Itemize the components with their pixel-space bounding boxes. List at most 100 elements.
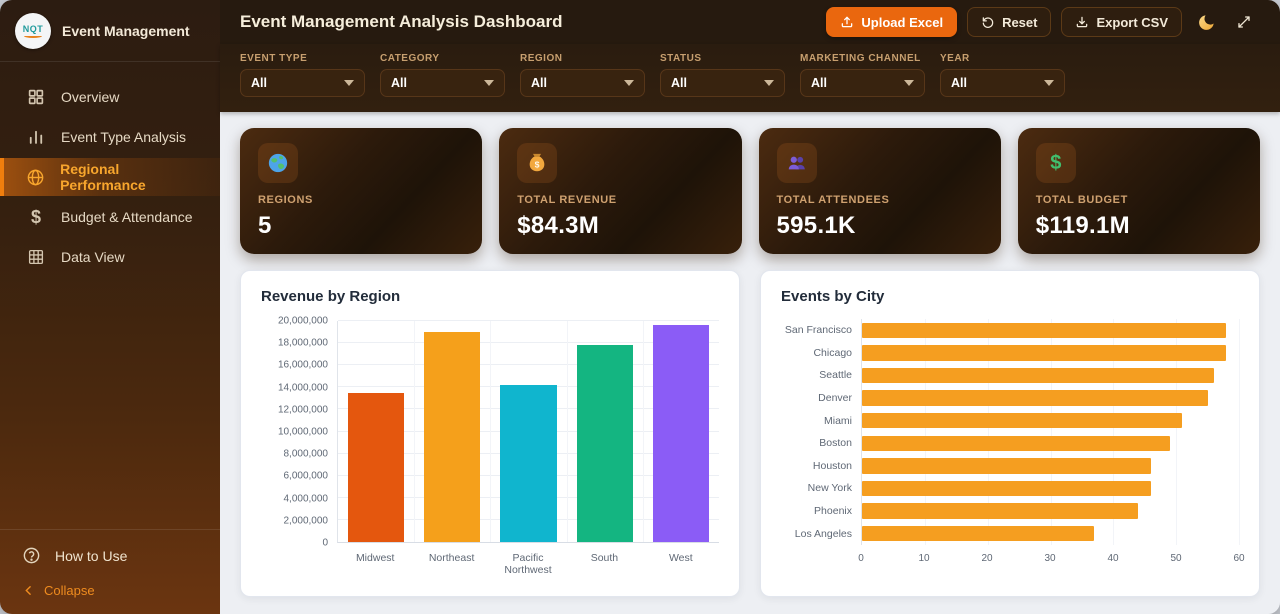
main-area: Event Management Analysis Dashboard Uplo… — [220, 0, 1280, 614]
sidebar-item-budget-attendance[interactable]: $ Budget & Attendance — [0, 198, 220, 236]
chevron-down-icon — [1044, 80, 1054, 86]
stat-card-total-attendees: TOTAL ATTENDEES 595.1K — [758, 128, 1001, 254]
filter-label: EVENT TYPE — [240, 53, 308, 64]
bar-row — [862, 455, 1239, 478]
expand-icon[interactable] — [1230, 8, 1258, 36]
y-axis-tick: 2,000,000 — [283, 515, 329, 527]
gridline — [1050, 319, 1052, 545]
bar-slot — [490, 321, 566, 542]
bar-row — [862, 432, 1239, 455]
bar-row — [862, 500, 1239, 523]
filter-label: REGION — [520, 53, 563, 64]
how-to-use-label: How to Use — [55, 547, 128, 564]
topbar: Event Management Analysis Dashboard Uplo… — [220, 0, 1280, 44]
filter-marketing-channel: MARKETING CHANNEL All — [800, 53, 925, 112]
upload-icon — [840, 15, 854, 29]
stat-card-regions: REGIONS 5 — [240, 128, 483, 254]
reset-button[interactable]: Reset — [967, 7, 1052, 37]
content-area: REGIONS 5 $ TOTAL REVENUE $84.3M TOTAL A… — [220, 112, 1280, 614]
year-select[interactable]: All — [940, 69, 1065, 97]
upload-excel-label: Upload Excel — [861, 14, 944, 30]
filter-label: STATUS — [660, 53, 702, 64]
y-axis-label: Boston — [819, 437, 852, 450]
revenue-by-region-chart: 0 2,000,000 4,000,000 6,000,000 8,000,000 10,… — [261, 316, 719, 576]
region-select[interactable]: All — [520, 69, 645, 97]
sidebar-item-label: Regional Performance — [60, 161, 146, 193]
help-icon — [22, 546, 41, 565]
x-axis-label: West — [668, 552, 693, 564]
gridline — [1239, 319, 1240, 545]
sidebar: NQT Event Management Overview Event Type… — [0, 0, 220, 614]
y-axis-tick: 0 — [322, 537, 328, 549]
stat-value: $119.1M — [1035, 212, 1130, 239]
sidebar-item-regional-performance[interactable]: Regional Performance — [0, 158, 220, 196]
sidebar-item-overview[interactable]: Overview — [0, 78, 220, 116]
stat-label: REGIONS — [258, 194, 313, 206]
city-chart-xaxis: 0 10 20 30 40 50 60 — [858, 545, 1244, 567]
moon-icon — [1198, 14, 1214, 30]
brand-logo: NQT — [15, 12, 51, 49]
export-csv-label: Export CSV — [1096, 14, 1168, 30]
people-icon — [776, 143, 817, 183]
brand-logo-text: NQT — [22, 23, 44, 34]
gridline — [642, 321, 644, 542]
region-value: All — [531, 76, 547, 90]
bar-slot — [414, 321, 490, 542]
stat-value: 5 — [258, 212, 272, 239]
sidebar-nav: Overview Event Type Analysis Regional Pe… — [0, 62, 220, 276]
collapse-button[interactable]: Collapse — [22, 583, 202, 598]
events-by-city-chart-card: Events by City San Francisco Chicago Seatt… — [760, 270, 1260, 597]
y-axis-label: Miami — [824, 414, 852, 427]
y-axis-label: Seattle — [819, 369, 852, 382]
bars-container — [862, 319, 1239, 545]
bar-san-francisco — [862, 322, 1227, 338]
filter-bar: EVENT TYPE All CATEGORY All REGION All — [220, 44, 1280, 112]
dollar-icon: $ — [30, 207, 41, 227]
stats-row: REGIONS 5 $ TOTAL REVENUE $84.3M TOTAL A… — [240, 128, 1260, 254]
sidebar-item-label: Overview — [61, 89, 120, 105]
status-select[interactable]: All — [660, 69, 785, 97]
gridline — [338, 342, 719, 344]
page-title: Event Management Analysis Dashboard — [240, 12, 563, 31]
upload-excel-button[interactable]: Upload Excel — [826, 7, 958, 37]
bar-row — [862, 522, 1239, 545]
stat-card-total-revenue: $ TOTAL REVENUE $84.3M — [499, 128, 742, 254]
x-axis-tick: 20 — [981, 553, 993, 564]
bar-denver — [862, 390, 1208, 406]
year-value: All — [951, 76, 967, 90]
bar-slot — [567, 321, 643, 542]
y-axis-label: Denver — [818, 392, 852, 405]
bar-phoenix — [862, 503, 1139, 519]
bar-south — [576, 344, 633, 542]
reset-label: Reset — [1002, 14, 1038, 30]
sidebar-item-label: Event Type Analysis — [61, 129, 187, 145]
sidebar-item-event-type-analysis[interactable]: Event Type Analysis — [0, 118, 220, 156]
theme-toggle-button[interactable] — [1192, 8, 1220, 36]
stat-card-total-budget: $ TOTAL BUDGET $119.1M — [1017, 128, 1260, 254]
filter-label: YEAR — [940, 53, 970, 64]
y-axis-label: New York — [807, 482, 852, 495]
city-chart-labels: San Francisco Chicago Seattle Denver Miami Bo… — [781, 319, 861, 545]
marketing-channel-select[interactable]: All — [800, 69, 925, 97]
gridline — [1176, 319, 1178, 545]
filter-label: CATEGORY — [380, 53, 440, 64]
event-type-select[interactable]: All — [240, 69, 365, 97]
gridline — [338, 320, 719, 321]
sidebar-item-data-view[interactable]: Data View — [0, 238, 220, 276]
export-csv-button[interactable]: Export CSV — [1061, 7, 1182, 37]
bar-pacific-northwest — [500, 385, 557, 542]
gridline — [987, 319, 989, 545]
download-icon — [1075, 15, 1089, 29]
sidebar-header: NQT Event Management — [0, 0, 220, 62]
bar-west — [652, 324, 710, 542]
bar-houston — [862, 458, 1152, 474]
sidebar-item-label: Budget & Attendance — [61, 209, 193, 225]
bar-slot — [643, 321, 719, 542]
bar-row — [862, 342, 1239, 365]
stat-value: $84.3M — [517, 212, 600, 239]
how-to-use-button[interactable]: How to Use — [22, 546, 202, 565]
gridline — [338, 364, 719, 366]
category-select[interactable]: All — [380, 69, 505, 97]
x-axis-tick: 40 — [1107, 553, 1119, 564]
bar-row — [862, 364, 1239, 387]
